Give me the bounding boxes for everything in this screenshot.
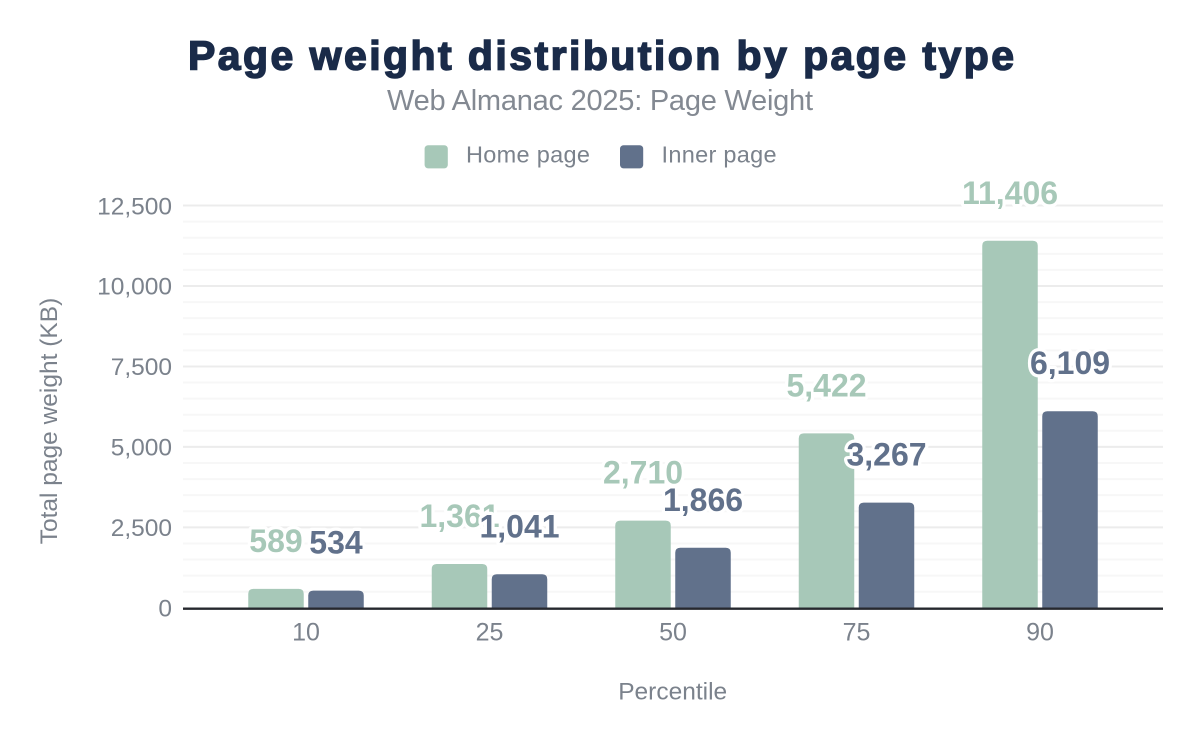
svg-text:25: 25 bbox=[476, 618, 504, 646]
svg-text:7,500: 7,500 bbox=[111, 354, 172, 381]
svg-text:1,041: 1,041 bbox=[479, 508, 559, 544]
svg-text:10: 10 bbox=[292, 618, 320, 646]
svg-text:50: 50 bbox=[659, 618, 687, 646]
svg-text:5,000: 5,000 bbox=[111, 435, 172, 462]
svg-text:11,406: 11,406 bbox=[962, 175, 1058, 211]
svg-text:1,361: 1,361 bbox=[419, 498, 499, 534]
svg-text:90: 90 bbox=[1026, 618, 1054, 646]
svg-text:Percentile: Percentile bbox=[618, 678, 727, 705]
svg-text:2,500: 2,500 bbox=[111, 515, 172, 542]
svg-text:5,422: 5,422 bbox=[786, 367, 866, 403]
svg-text:3,267: 3,267 bbox=[846, 437, 926, 473]
svg-text:534: 534 bbox=[309, 525, 363, 561]
svg-text:6,109: 6,109 bbox=[1030, 345, 1110, 381]
svg-text:Total page weight (KB): Total page weight (KB) bbox=[36, 298, 63, 545]
svg-text:Home page: Home page bbox=[466, 142, 590, 168]
svg-text:Page weight distribution by pa: Page weight distribution by page type bbox=[188, 32, 1014, 78]
svg-text:Web Almanac 2025: Page Weight: Web Almanac 2025: Page Weight bbox=[387, 85, 813, 117]
svg-text:Inner page: Inner page bbox=[662, 142, 777, 168]
svg-text:0: 0 bbox=[158, 596, 172, 623]
svg-text:589: 589 bbox=[249, 523, 302, 559]
svg-text:12,500: 12,500 bbox=[97, 193, 172, 220]
svg-text:10,000: 10,000 bbox=[97, 274, 172, 301]
svg-text:1,866: 1,866 bbox=[663, 482, 743, 518]
svg-text:75: 75 bbox=[843, 618, 871, 646]
svg-text:2,710: 2,710 bbox=[603, 455, 683, 491]
